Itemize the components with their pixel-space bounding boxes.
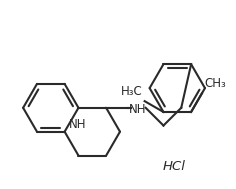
Text: NH: NH xyxy=(129,103,147,116)
Text: H₃C: H₃C xyxy=(121,85,143,98)
Text: HCl: HCl xyxy=(163,160,186,174)
Text: CH₃: CH₃ xyxy=(204,77,226,90)
Text: NH: NH xyxy=(69,118,86,131)
